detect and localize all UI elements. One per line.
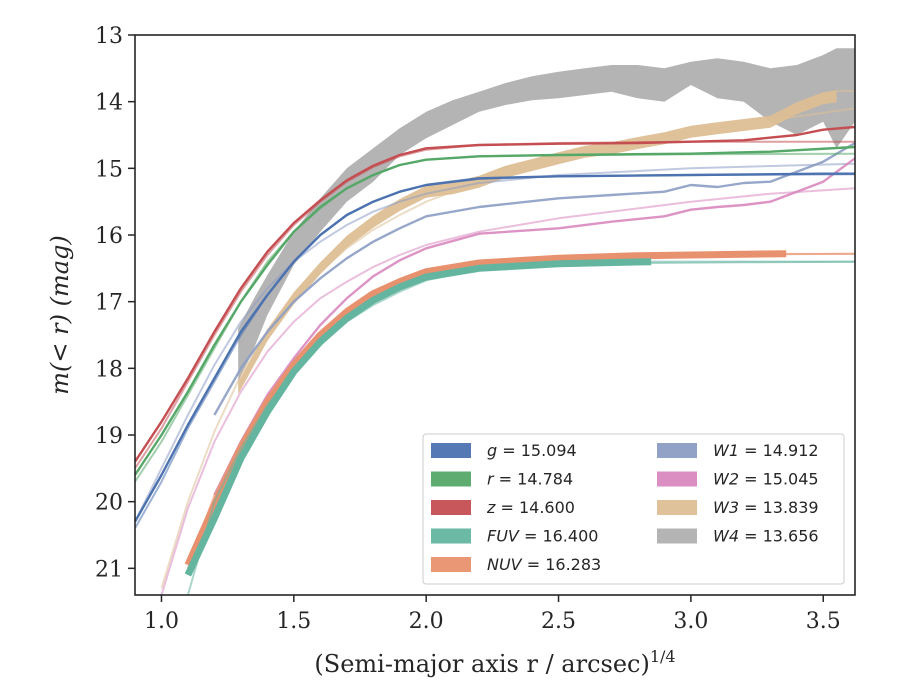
legend-label-w3: W3 = 13.839 (713, 498, 819, 517)
x-axis-title-superscript: 1/4 (650, 647, 676, 666)
r-data-line (135, 145, 855, 476)
legend-label-fuv: FUV = 16.400 (487, 527, 598, 546)
w3-data-band (238, 90, 837, 395)
x-tick-label: 3.0 (673, 609, 708, 634)
y-tick-label: 18 (95, 357, 123, 382)
x-axis-title-main: (Semi-major axis r / arcsec) (314, 650, 649, 678)
w2-model-line (160, 187, 855, 595)
legend-swatch-r (431, 471, 471, 487)
g-data-line (135, 172, 855, 523)
legend-label-z: z = 14.600 (486, 498, 575, 517)
x-axis-title: (Semi-major axis r / arcsec)1/4 (314, 647, 675, 678)
x-tick-label: 1.0 (144, 609, 179, 634)
legend-label-w4: W4 = 13.656 (713, 527, 819, 546)
w4-data-band (238, 48, 855, 382)
w1-model-line (135, 162, 855, 523)
y-tick-label: 21 (95, 557, 123, 582)
y-tick-label: 15 (95, 157, 123, 182)
y-tick-label: 19 (95, 424, 123, 449)
y-tick-label: 13 (95, 24, 123, 49)
y-tick-label: 20 (95, 491, 123, 516)
y-tick-label: 16 (95, 224, 123, 249)
legend-swatch-w3 (657, 500, 697, 515)
y-axis: 13 14 15 16 17 18 19 20 21 (95, 24, 135, 582)
w1-data-line (213, 141, 855, 416)
legend-swatch-z (431, 500, 471, 515)
x-axis: 1.0 1.5 2.0 2.5 3.0 3.5 (144, 595, 841, 634)
x-tick-label: 3.5 (806, 609, 841, 634)
legend-label-w2: W2 = 15.045 (713, 470, 819, 489)
series-layer (135, 48, 855, 595)
legend-swatch-w1 (657, 443, 697, 458)
legend-swatch-fuv (431, 528, 471, 544)
legend-swatch-nuv (431, 557, 471, 572)
legend-items: g = 15.094 r = 14.784 z = 14.600 FUV = 16.4… (431, 441, 819, 574)
legend: g = 15.094 r = 14.784 z = 14.600 FUV = 16.4… (422, 433, 845, 585)
w2-data-line (213, 157, 855, 496)
z-model-line (135, 140, 855, 469)
legend-label-r: r = 14.784 (487, 470, 573, 489)
legend-label-nuv: NUV = 16.283 (487, 555, 601, 574)
x-tick-label: 2.0 (409, 609, 444, 634)
y-tick-label: 14 (95, 91, 123, 116)
legend-swatch-w2 (657, 471, 697, 487)
z-data-line (135, 125, 855, 463)
legend-frame (422, 433, 845, 585)
plot-frame (134, 34, 856, 596)
legend-label-w1: W1 = 14.912 (713, 441, 819, 460)
fuv-data-line (184, 258, 652, 577)
legend-label-g: g = 15.094 (487, 441, 577, 460)
x-tick-label: 2.5 (541, 609, 576, 634)
y-tick-label: 17 (95, 291, 123, 316)
x-tick-label: 1.5 (276, 609, 311, 634)
y-axis-title: m(< r) (mag) (46, 235, 74, 394)
legend-swatch-g (431, 443, 471, 458)
legend-swatch-w4 (657, 528, 697, 544)
